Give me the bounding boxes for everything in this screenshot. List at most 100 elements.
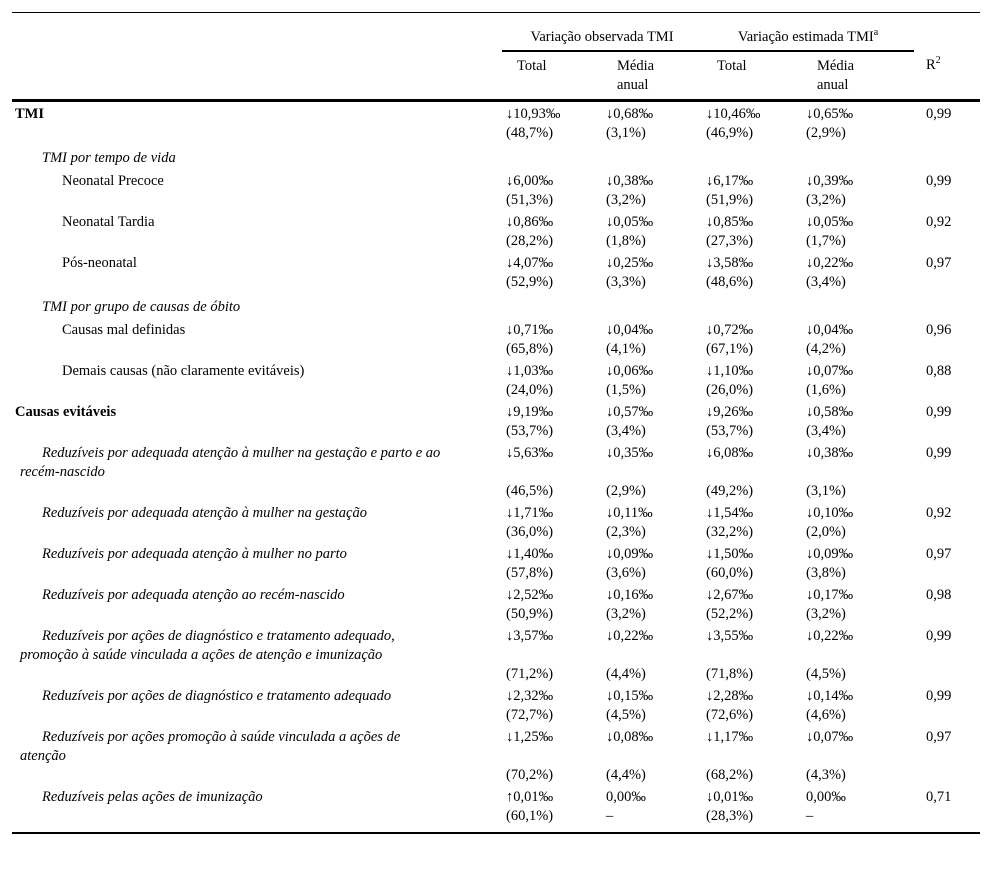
value-cell: ↓0,85‰ — [706, 214, 754, 230]
value-cell: ↓0,38‰ — [606, 173, 654, 189]
percent-cell: (65,8%) — [506, 341, 554, 357]
value-cell: ↓0,14‰ — [806, 688, 854, 704]
col-header-media-anual-estimated: Média anual — [817, 58, 855, 93]
empty-r2-cell — [914, 564, 980, 583]
row-label: Reduzíveis por adequada atenção à mulher… — [12, 501, 502, 523]
table-row: Reduzíveis por ações de diagnóstico e tr… — [12, 624, 980, 665]
value-cell: ↓0,65‰ — [806, 106, 854, 122]
table-row: Reduzíveis por ações promoção à saúde vi… — [12, 725, 980, 766]
value-cell: ↓0,15‰ — [606, 688, 654, 704]
percent-cell: (1,5%) — [606, 382, 646, 398]
empty-r2-cell — [914, 665, 980, 684]
percent-cell: (51,3%) — [506, 192, 554, 208]
percent-cell: (52,9%) — [506, 274, 554, 290]
row-label-line: Reduzíveis por ações de diagnóstico e tr… — [42, 628, 395, 644]
percent-cell: (46,5%) — [506, 483, 554, 499]
percent-cell: (36,0%) — [506, 524, 554, 540]
percent-cell: (4,4%) — [606, 666, 646, 682]
percent-cell: (3,1%) — [806, 483, 846, 499]
value-cell: ↓1,40‰ — [506, 546, 554, 562]
empty-r2-cell — [914, 605, 980, 624]
value-cell: ↓6,08‰ — [706, 445, 754, 461]
table-row: Reduzíveis por adequada atenção à mulher… — [12, 542, 980, 564]
percent-cell: (53,7%) — [706, 423, 754, 439]
value-cell: ↓9,26‰ — [706, 404, 754, 420]
row-label-line: Pós-neonatal — [62, 255, 137, 271]
empty-label-cell — [12, 124, 502, 143]
empty-r2-cell — [914, 273, 980, 292]
header-spacer-r2 — [914, 13, 980, 52]
table-row: Reduzíveis pelas ações de imunização ↑0,0… — [12, 785, 980, 807]
percent-cell: (51,9%) — [706, 192, 754, 208]
value-cell: ↓0,06‰ — [606, 363, 654, 379]
empty-r2-cell — [914, 340, 980, 359]
percent-cell: (4,5%) — [806, 666, 846, 682]
percent-row: (52,9%) (3,3%) (48,6%) (3,4%) — [12, 273, 980, 292]
value-cell: ↓0,08‰ — [606, 729, 654, 745]
r-squared-cell: 0,92 — [926, 214, 952, 230]
value-cell: ↓0,09‰ — [606, 546, 654, 562]
empty-label-cell — [12, 706, 502, 725]
percent-cell: (57,8%) — [506, 565, 554, 581]
percent-cell: (72,6%) — [706, 707, 754, 723]
percent-cell: (49,2%) — [706, 483, 754, 499]
percent-cell: (3,4%) — [806, 423, 846, 439]
row-label: TMI — [12, 101, 502, 125]
r-squared-base: R — [926, 57, 936, 73]
empty-r2-cell — [914, 482, 980, 501]
value-cell: ↓0,57‰ — [606, 404, 654, 420]
percent-cell: (4,1%) — [606, 341, 646, 357]
value-cell: ↓5,63‰ — [506, 445, 554, 461]
value-cell: ↓2,67‰ — [706, 587, 754, 603]
row-label-line: Neonatal Precoce — [62, 173, 164, 189]
row-label: Reduzíveis por ações de diagnóstico e tr… — [12, 684, 502, 706]
percent-cell: (4,5%) — [606, 707, 646, 723]
section-row: TMI por grupo de causas de óbito — [12, 292, 980, 318]
percent-cell: (48,7%) — [506, 125, 554, 141]
row-label-line: Reduzíveis por adequada atenção à mulher… — [42, 445, 441, 461]
value-cell: ↓6,17‰ — [706, 173, 754, 189]
section-label: TMI por tempo de vida — [42, 150, 176, 166]
column-group-estimated-label: Variação estimada TMI — [737, 29, 874, 45]
percent-cell: (71,2%) — [506, 666, 554, 682]
percent-row: (60,1%) – (28,3%) – — [12, 807, 980, 833]
col-header-total-estimated: Total — [717, 58, 747, 74]
percent-row: (46,5%) (2,9%) (49,2%) (3,1%) — [12, 482, 980, 501]
empty-label-cell — [12, 564, 502, 583]
row-label: Reduzíveis por ações promoção à saúde vi… — [12, 725, 502, 766]
percent-cell: – — [806, 808, 814, 824]
value-cell: ↓0,11‰ — [606, 505, 653, 521]
value-cell: ↓0,58‰ — [806, 404, 854, 420]
empty-r2-cell — [914, 422, 980, 441]
table-row: Reduzíveis por adequada atenção ao recém… — [12, 583, 980, 605]
value-cell: ↓4,07‰ — [506, 255, 554, 271]
row-label: Reduzíveis por adequada atenção à mulher… — [12, 441, 502, 482]
percent-row: (36,0%) (2,3%) (32,2%) (2,0%) — [12, 523, 980, 542]
value-cell: ↓1,50‰ — [706, 546, 754, 562]
value-cell: ↓2,52‰ — [506, 587, 554, 603]
percent-row: (57,8%) (3,6%) (60,0%) (3,8%) — [12, 564, 980, 583]
empty-r2-cell — [914, 124, 980, 143]
percent-cell: (3,4%) — [806, 274, 846, 290]
r-squared-cell: 0,99 — [926, 628, 952, 644]
r-squared-cell: 0,99 — [926, 445, 952, 461]
header-group-row: Variação observada TMI Variação estimada… — [12, 12, 980, 52]
row-label-line: Reduzíveis por ações promoção à saúde vi… — [42, 729, 401, 745]
table-row: Pós-neonatal ↓4,07‰ ↓0,25‰ ↓3,58‰ ↓0,22‰ 0,97 — [12, 251, 980, 273]
percent-cell: (70,2%) — [506, 767, 554, 783]
empty-label-cell — [12, 422, 502, 441]
percent-cell: (3,2%) — [606, 606, 646, 622]
r-squared-cell: 0,97 — [926, 546, 952, 562]
table-row: TMI ↓10,93‰ ↓0,68‰ ↓10,46‰ ↓0,65‰ 0,99 — [12, 101, 980, 125]
percent-cell: (4,2%) — [806, 341, 846, 357]
row-label-line: TMI — [15, 106, 44, 122]
percent-cell: (67,1%) — [706, 341, 754, 357]
col-header-total-observed: Total — [517, 58, 547, 74]
row-label: Reduzíveis por adequada atenção à mulher… — [12, 542, 502, 564]
percent-cell: (28,3%) — [706, 808, 754, 824]
empty-r2-cell — [914, 523, 980, 542]
row-label-line: recém-nascido — [20, 464, 105, 480]
table-row: Reduzíveis por adequada atenção à mulher… — [12, 501, 980, 523]
table-row: Causas evitáveis ↓9,19‰ ↓0,57‰ ↓9,26‰ ↓0,58‰… — [12, 400, 980, 422]
